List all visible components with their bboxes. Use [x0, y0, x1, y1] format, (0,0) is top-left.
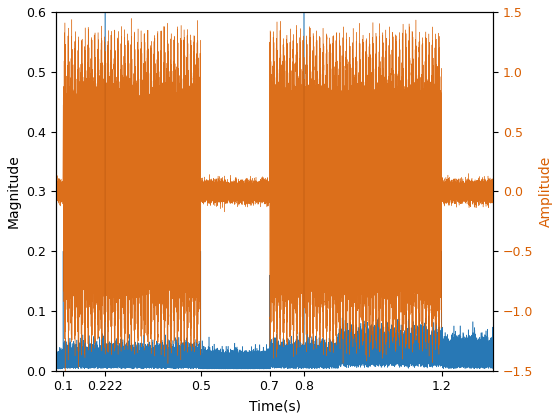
Y-axis label: Amplitude: Amplitude [539, 156, 553, 227]
X-axis label: Time(s): Time(s) [249, 399, 301, 413]
Y-axis label: Magnitude: Magnitude [7, 155, 21, 228]
